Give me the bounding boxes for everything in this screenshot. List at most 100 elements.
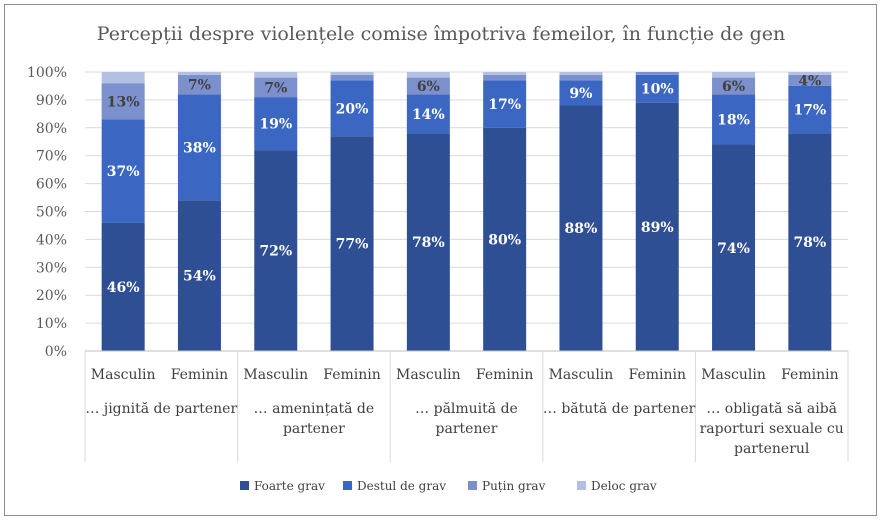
data-label: 19%: [259, 117, 292, 133]
data-label: 17%: [488, 97, 521, 113]
data-label: 17%: [793, 103, 826, 119]
data-label: 80%: [488, 232, 521, 248]
category-label: Feminin: [781, 367, 839, 383]
category-label: Feminin: [629, 367, 687, 383]
y-axis: 0% 10% 20% 30% 40% 50% 60% 70% 80% 90% 100%: [27, 65, 67, 360]
bars: [101, 72, 832, 351]
bar-segment: [483, 80, 527, 128]
data-label: 89%: [641, 220, 674, 236]
data-label: 7%: [188, 78, 211, 94]
group-label: … amenințată de partener: [254, 401, 375, 437]
data-label: 20%: [336, 101, 369, 117]
bar-segment: [559, 105, 603, 351]
bar-segment: [101, 83, 145, 120]
data-label: 74%: [717, 241, 750, 257]
data-label: 46%: [107, 280, 140, 296]
category-label: Masculin: [549, 367, 614, 383]
bar-segment: [330, 136, 374, 351]
data-label: 88%: [565, 221, 598, 237]
data-label: 78%: [412, 235, 445, 251]
category-label: Masculin: [701, 367, 766, 383]
category-label: Masculin: [91, 367, 156, 383]
y-tick-label: 0%: [45, 344, 67, 360]
legend-swatch: [468, 481, 477, 490]
legend-label: Foarte grav: [254, 479, 325, 493]
bar-segment: [635, 72, 679, 75]
bar-segment: [177, 200, 221, 351]
bar-segment: [559, 74, 603, 81]
bar-segment: [406, 72, 450, 78]
bar-segment: [712, 144, 756, 351]
bar-segment: [788, 72, 832, 75]
y-tick-label: 60%: [36, 177, 67, 193]
bar-segment: [254, 150, 298, 351]
y-tick-label: 30%: [36, 260, 67, 276]
legend-swatch: [343, 481, 352, 490]
data-label: 78%: [793, 235, 826, 251]
category-label: Feminin: [323, 367, 381, 383]
legend: Foarte grav Destul de grav Puțin grav Deloc…: [240, 479, 657, 493]
bar-segment: [559, 72, 603, 75]
bar-segment: [788, 74, 832, 86]
legend-label: Puțin grav: [482, 479, 546, 493]
bar-segment: [254, 72, 298, 78]
group-label: … jignită de partener: [85, 401, 237, 417]
y-tick-label: 100%: [27, 65, 67, 81]
y-tick-label: 10%: [36, 316, 67, 332]
bar-segment: [483, 74, 527, 81]
bar-segment: [330, 72, 374, 75]
x-axis: Masculin Feminin … jignită de partener Masc…: [84, 350, 849, 462]
chart-title: Percepții despre violențele comise împot…: [97, 23, 785, 45]
bar-segment: [406, 94, 450, 134]
bar-segment: [712, 77, 756, 95]
bar-segment: [330, 74, 374, 81]
data-label: 6%: [417, 79, 440, 95]
bar-segment: [406, 133, 450, 351]
group-label: … pălmuită de partener: [415, 401, 518, 437]
y-tick-label: 50%: [36, 205, 67, 221]
y-tick-label: 40%: [36, 232, 67, 248]
legend-swatch: [240, 481, 249, 490]
bar-segment: [254, 97, 298, 151]
category-label: Masculin: [396, 367, 461, 383]
bar-segment: [559, 80, 603, 106]
bar-segment: [635, 102, 679, 351]
bar-segment: [406, 77, 450, 95]
data-label: 7%: [264, 80, 287, 96]
y-tick-label: 70%: [36, 149, 67, 165]
data-label: 13%: [107, 94, 140, 110]
data-label: 6%: [722, 79, 745, 95]
bar-segment: [177, 74, 221, 95]
y-tick-label: 90%: [36, 93, 67, 109]
legend-swatch: [577, 481, 586, 490]
data-label: 4%: [798, 73, 821, 89]
bar-segment: [483, 72, 527, 75]
bar-segment: [101, 72, 145, 84]
category-label: Feminin: [476, 367, 534, 383]
bar-segment: [330, 80, 374, 137]
group-label: … bătută de partener: [543, 401, 696, 417]
data-label: 77%: [336, 237, 369, 253]
bar-segment: [483, 127, 527, 351]
category-label: Masculin: [243, 367, 308, 383]
y-tick-label: 80%: [36, 121, 67, 137]
data-label: 72%: [259, 244, 292, 260]
legend-label: Deloc grav: [591, 479, 657, 493]
data-labels: 46% 37% 13% 54% 38% 7% 72% 19% 7% 77% 20% 78% 14% 6% 8…: [107, 73, 826, 295]
y-tick-label: 20%: [36, 288, 67, 304]
data-label: 18%: [717, 112, 750, 128]
bar-segment: [177, 94, 221, 201]
bar-segment: [101, 222, 145, 351]
data-label: 14%: [412, 107, 445, 123]
category-label: Feminin: [171, 367, 229, 383]
data-label: 9%: [569, 86, 592, 102]
data-label: 38%: [183, 140, 216, 156]
group-label: … obligată să aibă raporturi sexuale cu pa…: [700, 401, 844, 457]
bar-segment: [635, 74, 679, 103]
data-label: 54%: [183, 269, 216, 285]
bar-segment: [712, 72, 756, 78]
bar-segment: [177, 72, 221, 75]
bar-segment: [712, 94, 756, 145]
bar-segment: [788, 85, 832, 134]
